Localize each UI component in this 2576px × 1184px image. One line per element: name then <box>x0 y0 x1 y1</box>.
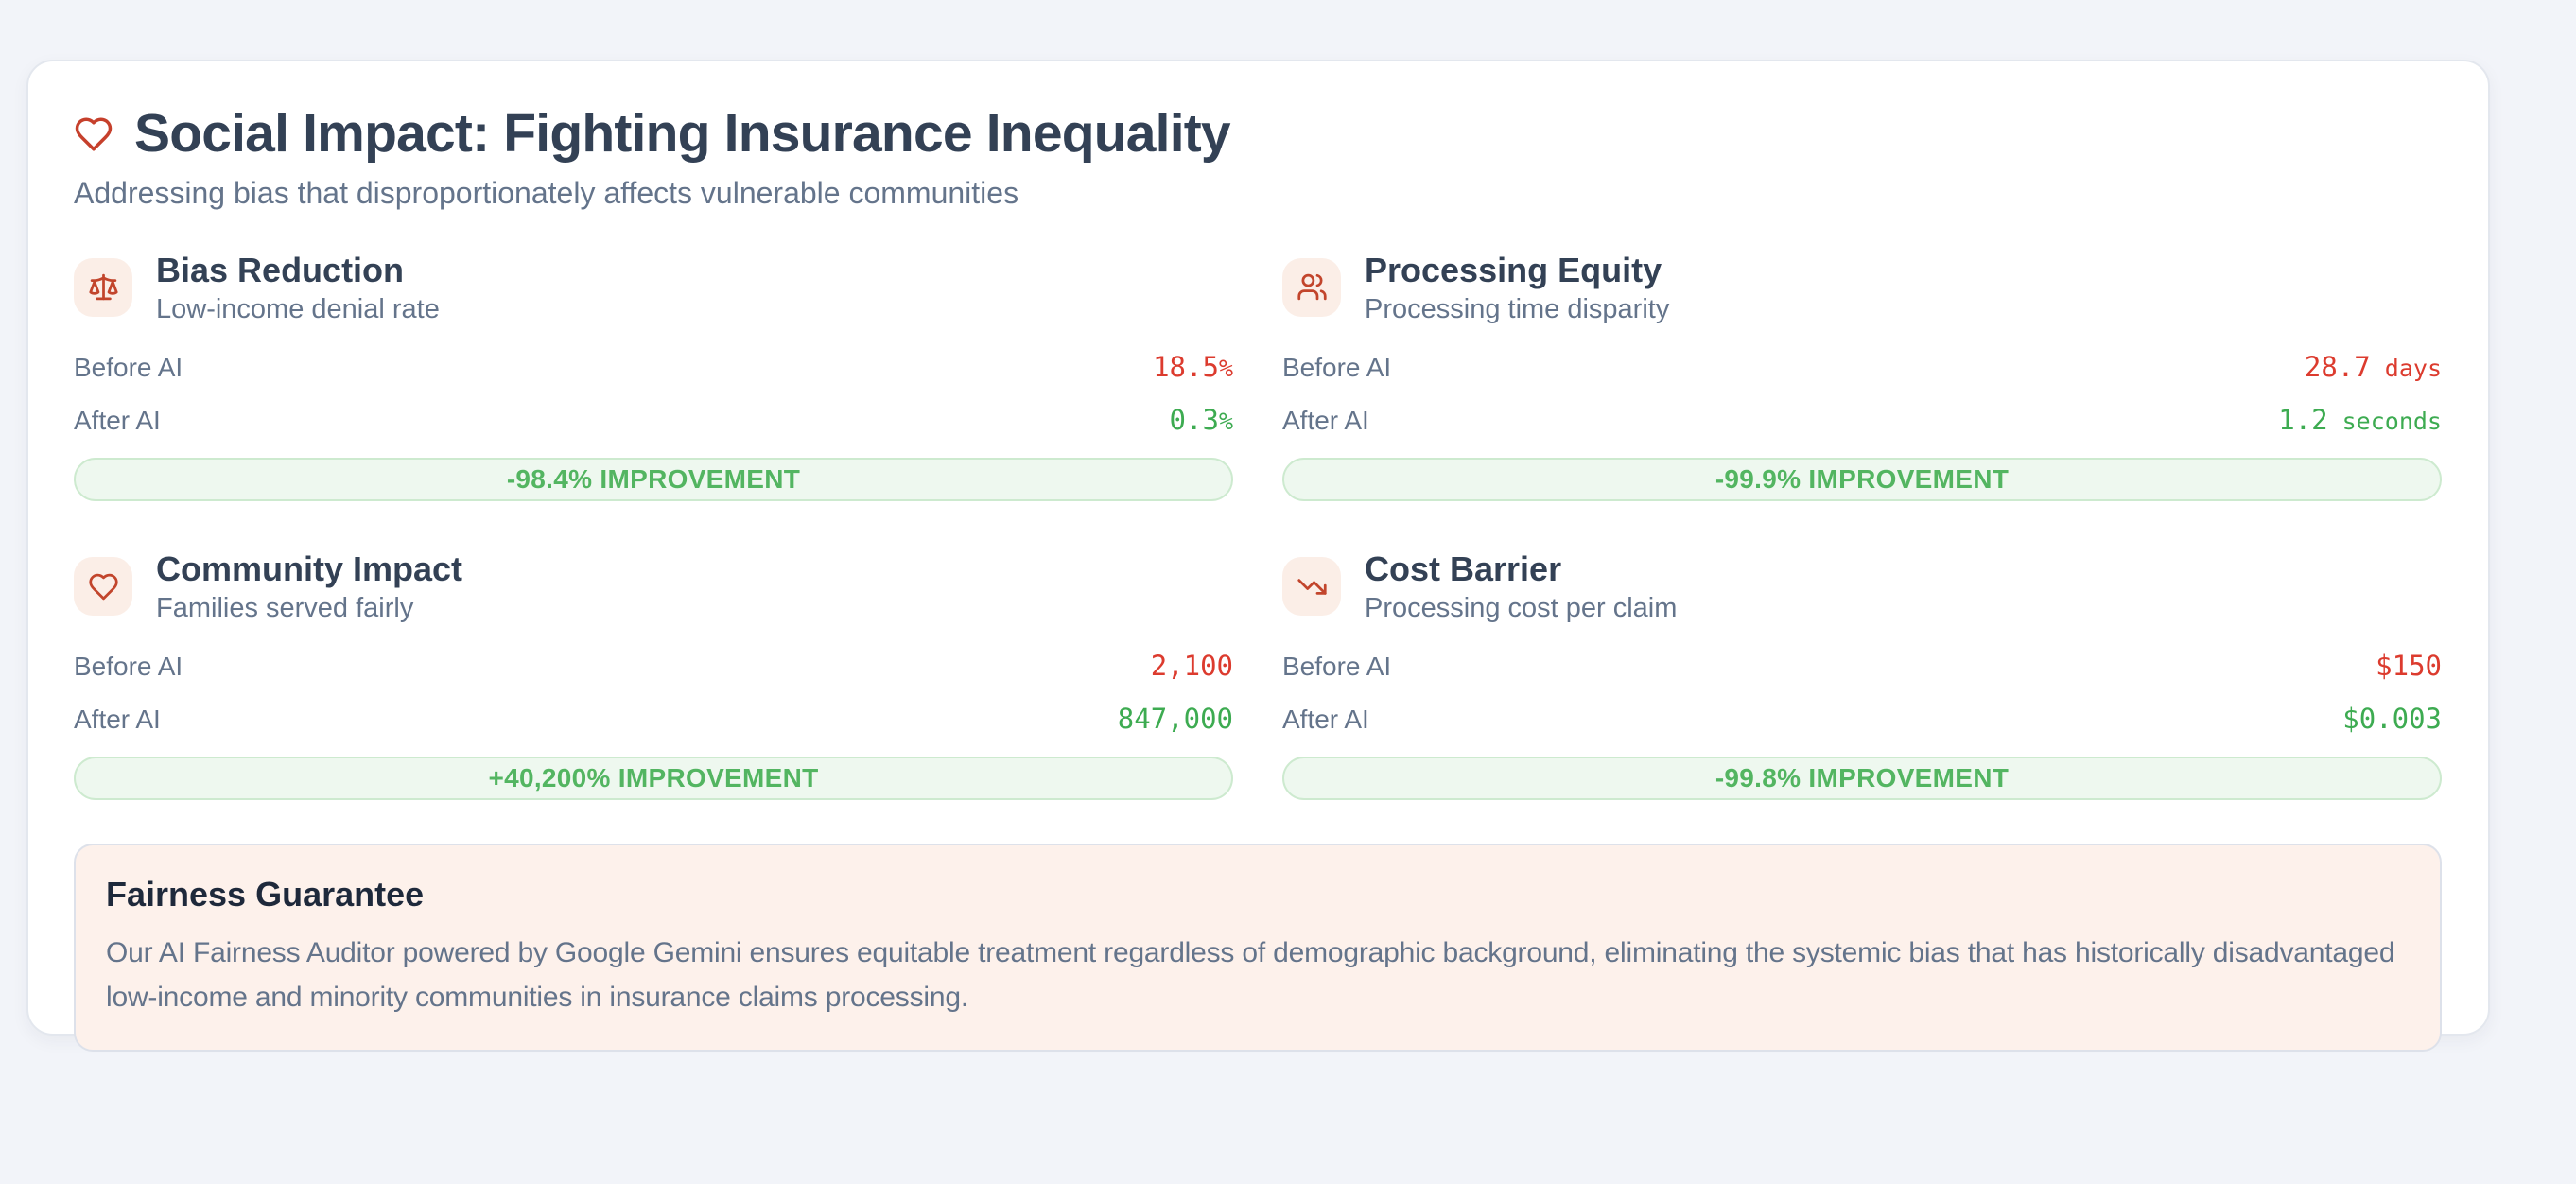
metric-header: Community Impact Families served fairly <box>74 548 1233 624</box>
improvement-badge: -98.4% IMPROVEMENT <box>74 457 1233 501</box>
after-value: $0.003 <box>2342 703 2442 736</box>
scale-icon <box>74 257 132 317</box>
before-row: Before AI $150 <box>1282 639 2442 692</box>
after-label: After AI <box>1282 405 1369 435</box>
metric-title: Bias Reduction <box>156 250 405 289</box>
after-label: After AI <box>74 405 161 435</box>
users-icon <box>1282 257 1341 317</box>
fairness-title: Fairness Guarantee <box>106 875 425 914</box>
metric-subtitle: Low-income denial rate <box>156 293 440 324</box>
after-value: 847,000 <box>1117 703 1233 736</box>
metric-community-impact: Community Impact Families served fairly … <box>74 548 1233 801</box>
after-label: After AI <box>74 705 161 735</box>
before-row: Before AI 2,100 <box>74 639 1233 692</box>
before-label: Before AI <box>1282 352 1392 382</box>
metrics-grid: Bias Reduction Low-income denial rate Be… <box>74 250 2442 801</box>
metric-title: Community Impact <box>156 548 463 588</box>
before-row: Before AI 18.5% <box>74 340 1233 393</box>
trending-down-icon <box>1282 557 1341 617</box>
metric-title: Processing Equity <box>1365 250 1662 289</box>
before-row: Before AI 28.7 days <box>1282 340 2442 393</box>
fairness-body: Our AI Fairness Auditor powered by Googl… <box>106 937 2395 1013</box>
metric-header: Processing Equity Processing time dispar… <box>1282 250 2442 325</box>
page-subtitle: Addressing bias that disproportionately … <box>74 175 1019 210</box>
social-impact-card: Social Impact: Fighting Insurance Inequa… <box>26 60 2490 1053</box>
metric-cost-barrier: Cost Barrier Processing cost per claim B… <box>1282 548 2442 801</box>
metric-header: Cost Barrier Processing cost per claim <box>1282 548 2442 624</box>
heart-icon <box>75 117 113 151</box>
after-row: After AI 847,000 <box>74 692 1233 745</box>
before-value: 18.5% <box>1153 350 1233 383</box>
metric-title: Cost Barrier <box>1365 548 1562 588</box>
metric-header-text: Community Impact Families served fairly <box>156 548 462 624</box>
page-header: Social Impact: Fighting Insurance Inequa… <box>74 103 2442 165</box>
metric-processing-equity: Processing Equity Processing time dispar… <box>1282 250 2442 501</box>
before-value: 2,100 <box>1150 650 1233 683</box>
improvement-badge: -99.8% IMPROVEMENT <box>1282 757 2442 801</box>
heart-icon <box>74 557 132 617</box>
before-value: 28.7 days <box>2304 350 2442 383</box>
metric-header: Bias Reduction Low-income denial rate <box>74 250 1233 325</box>
after-value: 1.2 seconds <box>2278 403 2442 436</box>
page-title: Social Impact: Fighting Insurance Inequa… <box>134 103 1231 164</box>
improvement-badge: -99.9% IMPROVEMENT <box>1282 457 2442 501</box>
after-label: After AI <box>1282 705 1369 735</box>
after-value: 0.3% <box>1169 403 1233 436</box>
after-row: After AI 1.2 seconds <box>1282 393 2442 446</box>
before-value: $150 <box>2376 650 2442 683</box>
metric-header-text: Bias Reduction Low-income denial rate <box>156 250 440 325</box>
metric-bias-reduction: Bias Reduction Low-income denial rate Be… <box>74 250 1233 501</box>
before-label: Before AI <box>1282 652 1392 682</box>
before-label: Before AI <box>74 352 183 382</box>
fairness-guarantee-panel: Fairness Guarantee Our AI Fairness Audit… <box>74 844 2442 1053</box>
metric-subtitle: Families served fairly <box>156 593 414 624</box>
metric-header-text: Processing Equity Processing time dispar… <box>1365 250 1669 325</box>
improvement-badge: +40,200% IMPROVEMENT <box>74 757 1233 801</box>
after-row: After AI $0.003 <box>1282 692 2442 745</box>
metric-subtitle: Processing cost per claim <box>1365 593 1678 624</box>
before-label: Before AI <box>74 652 183 682</box>
metric-header-text: Cost Barrier Processing cost per claim <box>1365 548 1677 624</box>
metric-subtitle: Processing time disparity <box>1365 293 1670 324</box>
after-row: After AI 0.3% <box>74 393 1233 446</box>
